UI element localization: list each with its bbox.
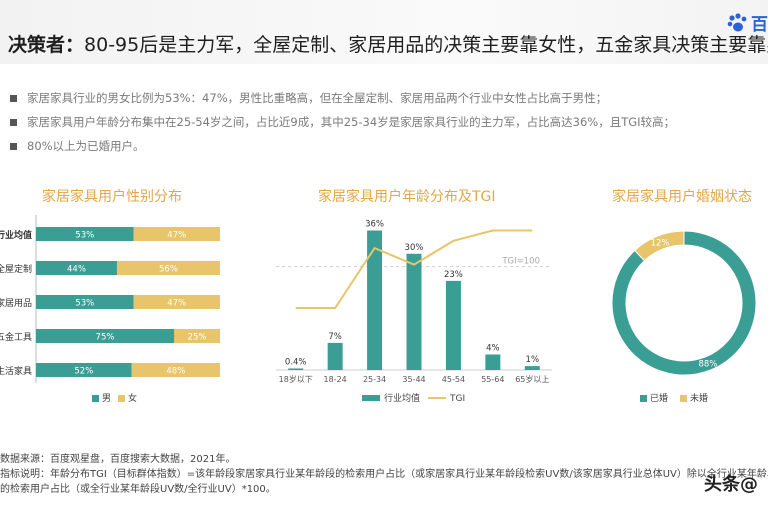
bar-segment-male <box>36 227 134 241</box>
bullet-square-icon <box>10 95 17 102</box>
bar-segment-male <box>36 295 134 309</box>
category-label: 五金工具 <box>0 331 32 343</box>
brand-logo: 百 <box>726 10 768 35</box>
legend-label-married: 已婚 <box>650 392 668 404</box>
data-label: 4% <box>486 344 500 354</box>
legend-swatch-bars <box>362 395 380 401</box>
legend-swatch-male <box>92 395 99 402</box>
bullet-list: 家居家具行业的男女比例为53%：47%，男性比重略高，但在全屋定制、家居用品两个… <box>10 86 675 158</box>
data-label: 1% <box>526 355 540 365</box>
legend-swatch-unmarried <box>680 395 687 402</box>
data-label: 56% <box>159 265 178 275</box>
bar-segment-male <box>36 329 174 343</box>
data-label: 47% <box>167 231 186 241</box>
age-bar <box>445 280 461 370</box>
legend-label-tgi: TGI <box>449 394 465 404</box>
age-chart: TGI=100 0.4% 18岁以下 7% 18-24 36% 25-34 30% 35-44 2… <box>276 220 552 404</box>
x-tick-label: 35-44 <box>402 375 425 384</box>
footer-source: 数据来源：百度观星盘，百度搜索大数据，2021年。 <box>0 454 236 465</box>
footer-note-line2: 的检索用户占比（或全行业某年龄段UV数/全行业UV）*100。 <box>0 484 276 495</box>
category-label: 生活家具 <box>0 365 32 377</box>
x-tick-label: 18岁以下 <box>279 374 313 384</box>
data-label: 23% <box>444 270 463 280</box>
slice-label: 88% <box>698 359 717 369</box>
title-main: 80-95后是主力军，全屋定制、家居用品的决策主要靠女性，五金家具决策主要靠男性 <box>84 34 768 56</box>
watermark: 头条@ <box>704 474 758 495</box>
x-tick-label: 45-54 <box>442 375 465 384</box>
bar-segment-female <box>116 261 220 275</box>
bullet-item: 家居家具行业的男女比例为53%：47%，男性比重略高，但在全屋定制、家居用品两个… <box>10 86 675 110</box>
bar-segment-female <box>131 363 220 377</box>
age-chart-title: 家居家具用户年龄分布及TGI <box>318 189 496 205</box>
age-bar <box>524 366 540 370</box>
legend-swatch-female <box>118 395 125 402</box>
data-label: 52% <box>74 367 93 377</box>
data-label: 47% <box>167 299 186 309</box>
category-label: 全屋定制 <box>0 263 32 275</box>
bullet-item: 家居家具用户年龄分布集中在25-54岁之间，占比近9成，其中25-34岁是家居家… <box>10 110 675 134</box>
age-bar <box>327 342 343 370</box>
tgi-reference-label: TGI=100 <box>501 257 540 267</box>
bar-segment-male <box>36 363 132 377</box>
x-tick-label: 25-34 <box>363 375 386 384</box>
bullet-text: 家居家具用户年龄分布集中在25-54岁之间，占比近9成，其中25-34岁是家居家… <box>27 115 676 129</box>
tgi-line <box>295 229 533 309</box>
category-label: 家居用品 <box>0 297 32 309</box>
legend-label-bars: 行业均值 <box>384 392 420 404</box>
data-label: 53% <box>75 299 94 309</box>
data-label: 44% <box>67 265 86 275</box>
data-label: 75% <box>96 333 115 343</box>
bullet-square-icon <box>10 119 17 126</box>
data-label: 53% <box>75 231 94 241</box>
bullet-text: 80%以上为已婚用户。 <box>27 139 145 153</box>
data-label: 7% <box>328 332 342 342</box>
age-bar <box>406 253 422 370</box>
title-bar <box>0 0 768 64</box>
legend-label-female: 女 <box>128 392 137 404</box>
data-label: 0.4% <box>285 357 307 367</box>
x-tick-label: 18-24 <box>324 375 347 384</box>
x-tick-label: 55-64 <box>481 375 504 384</box>
bullet-text: 家居家具行业的男女比例为53%：47%，男性比重略高，但在全屋定制、家居用品两个… <box>27 91 608 105</box>
slice-label: 12% <box>651 239 670 249</box>
bar-segment-male <box>36 261 117 275</box>
data-label: 48% <box>166 367 185 377</box>
legend-label-male: 男 <box>102 393 111 404</box>
bullet-square-icon <box>10 143 17 150</box>
age-bar <box>367 230 383 370</box>
title-prefix: 决策者： <box>8 34 85 56</box>
footer-notes: 数据来源：百度观星盘，百度搜索大数据，2021年。 指标说明：年龄分布TGI（目… <box>0 452 768 497</box>
donut-slice-married <box>611 230 757 376</box>
bar-segment-female <box>133 295 220 309</box>
legend-swatch-married <box>640 395 647 402</box>
age-bar <box>288 368 304 370</box>
logo-text: 百 <box>751 15 768 35</box>
footer-note-line1: 指标说明：年龄分布TGI（目标群体指数）=该年龄段家居家具行业某年龄段的检索用户… <box>0 469 768 480</box>
x-tick-label: 65岁以上 <box>515 374 549 384</box>
age-bar <box>485 354 501 370</box>
category-label: 行业均值 <box>0 229 32 241</box>
bar-segment-female <box>133 227 220 241</box>
data-label: 30% <box>405 243 424 253</box>
gender-chart: 行业均值 53% 47% 全屋定制 44% 56% 家居用品 53% 47% 五金工具 75% 25%… <box>0 215 220 404</box>
gender-chart-title: 家居家具用户性别分布 <box>42 189 182 205</box>
marital-chart: 12% 88% 已婚 未婚 <box>611 230 757 404</box>
data-label: 25% <box>188 333 207 343</box>
data-label: 36% <box>365 220 384 230</box>
marital-chart-title: 家居家具用户婚姻状态 <box>612 189 752 205</box>
bullet-item: 80%以上为已婚用户。 <box>10 134 675 158</box>
legend-label-unmarried: 未婚 <box>690 392 708 404</box>
page-title: 决策者：80-95后是主力军，全屋定制、家居用品的决策主要靠女性，五金家具决策主… <box>8 30 768 57</box>
bar-segment-female <box>174 329 220 343</box>
paw-icon <box>727 12 747 31</box>
